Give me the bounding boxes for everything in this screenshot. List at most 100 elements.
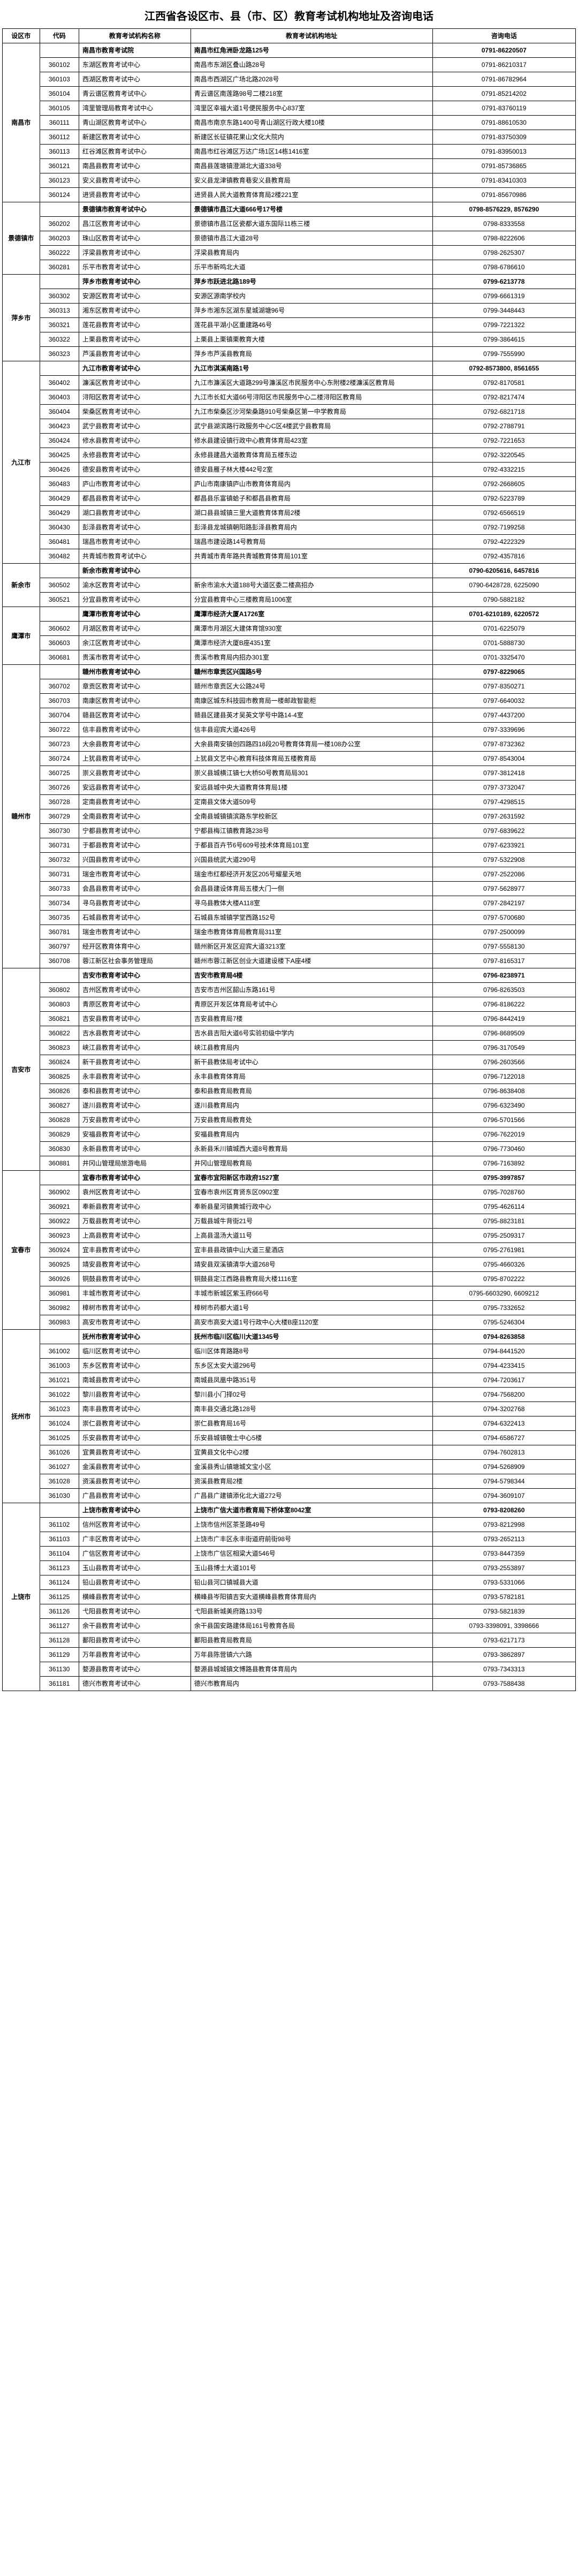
address-cell: 上高县温汤大道11号 bbox=[191, 1229, 432, 1243]
code-cell: 360302 bbox=[40, 289, 79, 304]
code-cell: 360222 bbox=[40, 246, 79, 260]
table-row: 360728定南县教育考试中心定南县文体大道509号0797-4298515 bbox=[3, 795, 576, 809]
city-header-row: 萍乡市萍乡市教育考试中心萍乡市跃进北路189号0799-6213778 bbox=[3, 275, 576, 289]
code-cell: 360429 bbox=[40, 506, 79, 520]
code-cell: 360102 bbox=[40, 58, 79, 72]
institution-name-cell: 西湖区教育考试中心 bbox=[79, 72, 191, 87]
address-cell: 抚州市临川区临川大道1345号 bbox=[191, 1330, 432, 1344]
address-cell: 兴国县统武大道290号 bbox=[191, 853, 432, 867]
phone-cell: 0797-8165317 bbox=[432, 954, 575, 968]
institution-name-cell: 新干县教育考试中心 bbox=[79, 1055, 191, 1070]
table-row: 361025乐安县教育考试中心乐安县城镇敬士中心5楼0794-6586727 bbox=[3, 1431, 576, 1445]
institution-name-cell: 弋阳县教育考试中心 bbox=[79, 1604, 191, 1619]
institution-name-cell: 奉新县教育考试中心 bbox=[79, 1200, 191, 1214]
code-cell: 360123 bbox=[40, 173, 79, 188]
institution-name-cell: 永丰县教育考试中心 bbox=[79, 1070, 191, 1084]
institution-name-cell: 崇义县教育考试中心 bbox=[79, 766, 191, 781]
phone-cell: 0797-3812418 bbox=[432, 766, 575, 781]
institution-name-cell: 上高县教育考试中心 bbox=[79, 1229, 191, 1243]
address-cell: 信丰县迎宾大道426号 bbox=[191, 723, 432, 737]
city-name-cell: 南昌市 bbox=[3, 43, 40, 202]
institution-name-cell: 蓉江新区社会事务管理局 bbox=[79, 954, 191, 968]
institution-name-cell: 新建区教育考试中心 bbox=[79, 130, 191, 145]
phone-cell: 0793-8208260 bbox=[432, 1503, 575, 1518]
code-cell: 360111 bbox=[40, 116, 79, 130]
phone-cell: 0795-8702222 bbox=[432, 1272, 575, 1286]
address-cell: 婺源县城城镇文博路县教育体育局内 bbox=[191, 1662, 432, 1677]
institution-name-cell: 经开区教育体育中心 bbox=[79, 940, 191, 954]
institution-name-cell: 黎川县教育考试中心 bbox=[79, 1388, 191, 1402]
phone-cell: 0794-7602813 bbox=[432, 1445, 575, 1460]
institution-name-cell: 月湖区教育考试中心 bbox=[79, 622, 191, 636]
phone-cell: 0796-7622019 bbox=[432, 1127, 575, 1142]
code-cell: 360104 bbox=[40, 87, 79, 101]
institution-name-cell: 德安县教育考试中心 bbox=[79, 463, 191, 477]
institution-name-cell: 赣县区教育考试中心 bbox=[79, 708, 191, 723]
address-cell: 永丰县教育体育局 bbox=[191, 1070, 432, 1084]
address-cell: 赣州市蓉江新区创业大道建设楼下A座4楼 bbox=[191, 954, 432, 968]
institution-name-cell: 分宜县教育考试中心 bbox=[79, 593, 191, 607]
phone-cell: 0796-8186222 bbox=[432, 997, 575, 1012]
code-cell: 360825 bbox=[40, 1070, 79, 1084]
code-cell: 360735 bbox=[40, 911, 79, 925]
code-cell: 360926 bbox=[40, 1272, 79, 1286]
address-cell: 都昌县乐富镇蛤子和都昌县教育局 bbox=[191, 491, 432, 506]
address-cell: 丰城市新城区紫玉府666号 bbox=[191, 1286, 432, 1301]
phone-cell: 0795-2761981 bbox=[432, 1243, 575, 1257]
institution-name-cell: 乐平市教育考试中心 bbox=[79, 260, 191, 275]
code-cell: 360724 bbox=[40, 752, 79, 766]
institution-name-cell: 武宁县教育考试中心 bbox=[79, 419, 191, 434]
table-row: 361128鄱阳县教育考试中心鄱阳县教育局教育局0793-6217173 bbox=[3, 1633, 576, 1648]
city-name-cell: 吉安市 bbox=[3, 968, 40, 1171]
table-row: 360726安远县教育考试中心安远县城中央大道教育体育局1楼0797-37320… bbox=[3, 781, 576, 795]
code-cell: 361027 bbox=[40, 1460, 79, 1474]
phone-cell: 0792-2668605 bbox=[432, 477, 575, 491]
address-cell: 万载县城牛背街21号 bbox=[191, 1214, 432, 1229]
phone-cell: 0792-7221653 bbox=[432, 434, 575, 448]
institution-name-cell: 抚州市教育考试中心 bbox=[79, 1330, 191, 1344]
code-cell bbox=[40, 1171, 79, 1185]
institution-name-cell: 万年县教育考试中心 bbox=[79, 1648, 191, 1662]
table-row: 361023南丰县教育考试中心南丰县交通北路128号0794-3202768 bbox=[3, 1402, 576, 1416]
table-row: 361026宜黄县教育考试中心宜黄县文化中心2楼0794-7602813 bbox=[3, 1445, 576, 1460]
code-cell: 361022 bbox=[40, 1388, 79, 1402]
address-cell: 修水县建设镇行政中心教育体育局423室 bbox=[191, 434, 432, 448]
phone-cell: 0790-5882182 bbox=[432, 593, 575, 607]
address-cell: 大余县南安镇创四路四18段20号教育体育局一楼108办公室 bbox=[191, 737, 432, 752]
institution-name-cell: 宜春市教育考试中心 bbox=[79, 1171, 191, 1185]
address-cell: 进贤县人民大道教育体育局2楼221室 bbox=[191, 188, 432, 202]
table-row: 360822吉水县教育考试中心吉水县吉阳大道6号实验初级中学内0796-8689… bbox=[3, 1026, 576, 1041]
phone-cell: 0796-7122018 bbox=[432, 1070, 575, 1084]
phone-cell: 0701-3325470 bbox=[432, 650, 575, 665]
institution-name-cell: 资溪县教育考试中心 bbox=[79, 1474, 191, 1489]
city-name-cell: 景德镇市 bbox=[3, 202, 40, 275]
address-cell: 东乡区太安大道296号 bbox=[191, 1359, 432, 1373]
institution-name-cell: 大余县教育考试中心 bbox=[79, 737, 191, 752]
institution-name-cell: 景德镇市教育考试中心 bbox=[79, 202, 191, 217]
code-cell: 360881 bbox=[40, 1156, 79, 1171]
address-cell: 德兴市教育局内 bbox=[191, 1677, 432, 1691]
address-cell: 南昌县莲塘镇澄湖北大道338号 bbox=[191, 159, 432, 173]
code-cell: 360425 bbox=[40, 448, 79, 463]
code-cell: 361128 bbox=[40, 1633, 79, 1648]
institution-name-cell: 赣州市教育考试中心 bbox=[79, 665, 191, 679]
address-cell: 景德镇市昌江大道28号 bbox=[191, 231, 432, 246]
phone-cell: 0792-2788791 bbox=[432, 419, 575, 434]
phone-cell: 0796-8689509 bbox=[432, 1026, 575, 1041]
table-row: 360732兴国县教育考试中心兴国县统武大道290号0797-5322908 bbox=[3, 853, 576, 867]
code-cell bbox=[40, 564, 79, 578]
phone-cell: 0797-8732362 bbox=[432, 737, 575, 752]
address-cell: 上犹县文艺中心教育科技体育局五楼教育局 bbox=[191, 752, 432, 766]
table-row: 361027金溪县教育考试中心金溪县秀山镇塘城文宝小区0794-5268909 bbox=[3, 1460, 576, 1474]
address-cell: 崇义县城横江镇七大桥50号教育局局301 bbox=[191, 766, 432, 781]
address-cell: 九江市淇溪南路1号 bbox=[191, 361, 432, 376]
table-row: 360925靖安县教育考试中心靖安县双溪镇清华大道268号0795-466032… bbox=[3, 1257, 576, 1272]
institution-name-cell: 上犹县教育考试中心 bbox=[79, 752, 191, 766]
institution-name-cell: 瑞金市教育考试中心 bbox=[79, 867, 191, 882]
institution-name-cell: 彭泽县教育考试中心 bbox=[79, 520, 191, 535]
table-row: 360881井冈山管理局旅游电局井冈山管理局教育局0796-7163892 bbox=[3, 1156, 576, 1171]
institution-name-cell: 柴桑区教育考试中心 bbox=[79, 405, 191, 419]
code-cell: 360602 bbox=[40, 622, 79, 636]
code-cell: 360734 bbox=[40, 896, 79, 911]
phone-cell: 0797-2500099 bbox=[432, 925, 575, 940]
